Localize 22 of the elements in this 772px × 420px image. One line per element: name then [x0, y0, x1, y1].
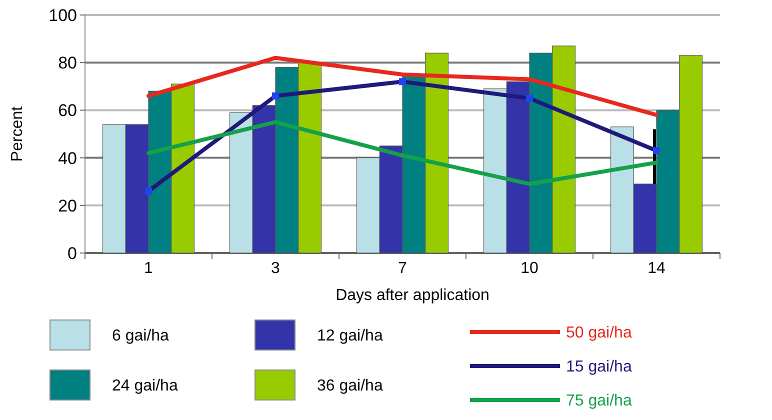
x-tick-label: 3	[271, 260, 280, 277]
legend-label: 36 gai/ha	[317, 378, 383, 395]
x-tick-label: 1	[144, 260, 154, 277]
y-tick-label: 0	[68, 244, 77, 263]
line-series	[146, 56, 658, 117]
y-tick-label: 40	[58, 148, 77, 168]
legend-label: 6 gai/ha	[112, 328, 170, 345]
x-tick-label: 10	[520, 260, 538, 277]
legend-label: 12 gai/ha	[317, 328, 383, 345]
x-axis-title: Days after application	[336, 287, 490, 304]
text: 15 gai/ha	[566, 358, 632, 376]
x-tick-label: 7	[398, 260, 408, 277]
text: 50 gai/ha	[566, 324, 632, 342]
legend-label: 24 gai/ha	[112, 378, 178, 395]
y-axis-title: Percent	[9, 106, 26, 162]
y-tick-label: 100	[48, 6, 77, 25]
y-tick-label: 20	[58, 196, 77, 216]
y-tick-label: 80	[58, 54, 77, 73]
y-tick-label: 60	[58, 101, 77, 120]
text: 75 gai/ha	[566, 392, 632, 410]
x-tick-label: 14	[648, 260, 666, 277]
line-series	[146, 120, 658, 186]
